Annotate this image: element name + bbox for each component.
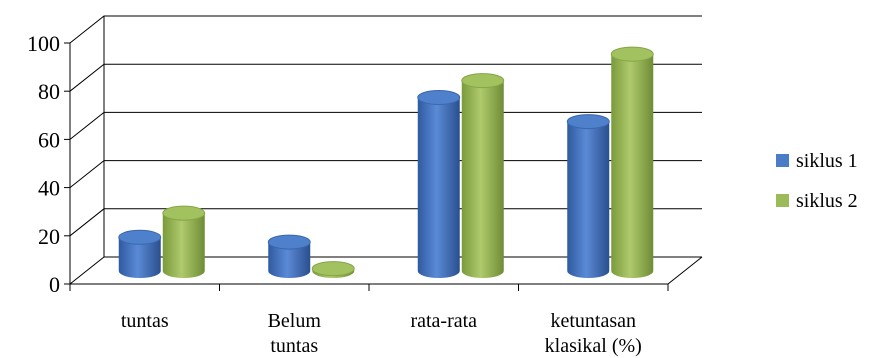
gridline [69, 63, 702, 92]
bar-top [118, 229, 162, 245]
bar-body [118, 237, 161, 278]
bars [118, 46, 654, 278]
bar-top [162, 205, 206, 221]
bar-top [461, 73, 505, 89]
y-tick-label: 20 [38, 224, 60, 249]
category-label: klasikal (%) [545, 335, 642, 357]
legend: siklus 1 siklus 2 [776, 150, 858, 212]
bar-body [611, 54, 654, 278]
bar-top [417, 89, 461, 105]
bar [610, 46, 654, 278]
category-label: tuntas [121, 310, 169, 332]
legend-label: siklus 1 [796, 150, 858, 172]
bar-body [567, 121, 610, 278]
bar-body [417, 97, 460, 278]
legend-item: siklus 1 [776, 150, 858, 172]
axes [64, 16, 703, 291]
y-tick-label: 40 [38, 176, 60, 201]
category-label: Belum [268, 310, 322, 332]
category-label: tuntas [270, 335, 318, 357]
bar-body [461, 80, 504, 278]
bar [311, 261, 355, 278]
legend-label: siklus 2 [796, 190, 858, 212]
y-tick-label: 60 [38, 127, 60, 152]
bar [162, 205, 206, 278]
bar [566, 114, 610, 278]
bar [417, 89, 461, 278]
bar-top [566, 114, 610, 130]
legend-swatch [776, 194, 789, 207]
bar-body [268, 242, 311, 278]
y-tick-label: 0 [49, 272, 60, 297]
bar-top [610, 46, 654, 62]
category-label: rata-rata [410, 310, 477, 332]
y-tick-label: 80 [38, 79, 60, 104]
legend-item: siklus 2 [776, 190, 858, 212]
y-tick-labels: 0 20 40 60 80 100 [27, 31, 60, 297]
bar-body [312, 268, 355, 278]
bar-top [267, 234, 311, 250]
gridline [69, 15, 702, 44]
legend-swatch [776, 154, 789, 167]
category-labels: tuntas Belum tuntas rata-rata ketuntasan klas… [121, 310, 642, 357]
category-label: ketuntasan [550, 310, 636, 332]
bar-top [311, 261, 355, 277]
bar [118, 229, 162, 278]
bar [267, 234, 311, 278]
bar-body [162, 213, 205, 278]
bar [461, 73, 505, 278]
y-tick-label: 100 [27, 31, 60, 56]
